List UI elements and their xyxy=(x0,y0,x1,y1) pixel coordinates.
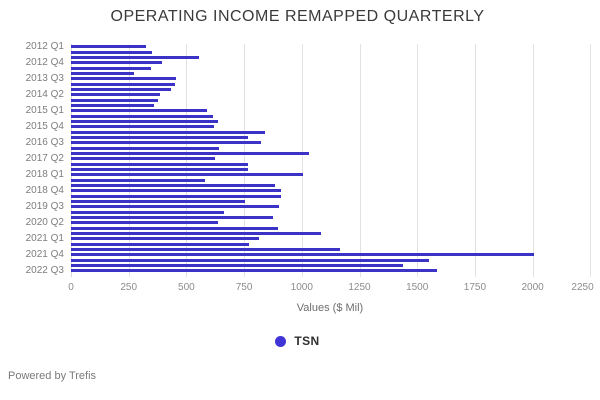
bar-2012-q2 xyxy=(71,50,152,54)
bar-2015-q4 xyxy=(71,125,215,129)
legend-item-tsn[interactable]: TSN xyxy=(0,334,595,348)
x-tick-label: 500 xyxy=(178,282,195,293)
bar-2022-q1 xyxy=(71,258,429,262)
x-gridline xyxy=(590,44,592,277)
y-tick-label: 2016 Q3 xyxy=(25,136,64,148)
x-tick-label: 0 xyxy=(68,282,74,293)
bar-2012-q4 xyxy=(71,61,163,65)
bar-2017-q3 xyxy=(71,162,248,166)
bar-2018-q3 xyxy=(71,184,276,188)
bar-2019-q1 xyxy=(71,194,282,198)
powered-by-trefis: Powered by Trefis xyxy=(8,370,97,382)
x-gridline xyxy=(417,44,419,277)
y-tick-label: 2012 Q1 xyxy=(25,40,64,52)
y-tick-label: 2015 Q1 xyxy=(25,104,64,116)
x-gridline xyxy=(244,44,246,277)
x-tick-label: 750 xyxy=(235,282,253,293)
x-tick-label: 1000 xyxy=(290,282,313,293)
bar-2020-q2 xyxy=(71,221,218,225)
x-gridline xyxy=(532,44,534,277)
bar-2020-q4 xyxy=(71,232,322,236)
bar-2019-q4 xyxy=(71,210,225,214)
y-tick-label: 2022 Q3 xyxy=(25,264,64,276)
x-gridline xyxy=(128,44,130,277)
y-tick-label: 2012 Q4 xyxy=(25,56,64,68)
bar-2016-q1 xyxy=(71,130,265,134)
bar-2021-q1 xyxy=(71,237,260,241)
bar-2013-q3 xyxy=(71,77,176,81)
chart-title: OPERATING INCOME REMAPPED QUARTERLY xyxy=(110,8,485,25)
y-tick-label: 2019 Q3 xyxy=(25,200,64,212)
x-tick-label: 2250 xyxy=(571,282,594,293)
bar-2017-q4 xyxy=(71,168,248,172)
legend-dot-icon xyxy=(275,335,287,347)
y-tick-label: 2015 Q4 xyxy=(25,120,64,132)
x-tick-label: 2000 xyxy=(521,282,544,293)
bar-2019-q3 xyxy=(71,205,279,209)
x-tick-label: 1500 xyxy=(406,282,429,293)
x-gridline xyxy=(71,44,72,277)
bar-2019-q2 xyxy=(71,200,246,204)
bar-2021-q3 xyxy=(71,248,340,252)
y-tick-label: 2020 Q2 xyxy=(25,216,64,228)
bar-2013-q2 xyxy=(71,72,135,76)
x-gridline xyxy=(474,44,476,277)
x-axis-title: Values ($ Mil) xyxy=(296,302,364,314)
x-gridline xyxy=(359,44,361,277)
bar-2014-q1 xyxy=(71,88,172,92)
bar-2012-q1 xyxy=(71,45,146,49)
bar-2016-q3 xyxy=(71,141,262,145)
x-tick-label: 1250 xyxy=(348,282,371,293)
x-tick-label: 250 xyxy=(120,282,138,293)
bar-2015-q3 xyxy=(71,120,218,124)
bar-2017-q1 xyxy=(71,152,309,156)
y-tick-label: 2014 Q2 xyxy=(25,88,64,100)
bar-2021-q2 xyxy=(71,242,249,246)
bar-2020-q1 xyxy=(71,216,273,220)
bar-2018-q4 xyxy=(71,189,282,193)
bar-2013-q4 xyxy=(71,82,175,86)
bar-2014-q3 xyxy=(71,98,158,102)
y-tick-label: 2021 Q1 xyxy=(25,232,64,244)
bar-2014-q2 xyxy=(71,93,160,97)
bar-2012-q3 xyxy=(71,56,200,60)
bar-2018-q2 xyxy=(71,178,205,182)
y-tick-label: 2021 Q4 xyxy=(25,248,64,260)
bar-2017-q2 xyxy=(71,157,216,161)
bar-2015-q1 xyxy=(71,109,208,113)
bar-2016-q2 xyxy=(71,136,248,140)
legend-label: TSN xyxy=(294,334,320,348)
bar-2021-q4 xyxy=(71,253,534,257)
y-tick-label: 2018 Q1 xyxy=(25,168,64,180)
y-tick-label: 2018 Q4 xyxy=(25,184,64,196)
x-gridline xyxy=(301,44,303,277)
bar-2016-q4 xyxy=(71,146,219,150)
bar-2022-q3 xyxy=(71,269,437,273)
y-tick-label: 2013 Q3 xyxy=(25,72,64,84)
bar-2018-q1 xyxy=(71,173,303,177)
bar-2014-q4 xyxy=(71,104,155,108)
bar-2013-q1 xyxy=(71,66,151,70)
x-tick-label: 1750 xyxy=(463,282,487,293)
bar-2015-q2 xyxy=(71,114,213,118)
bar-2020-q3 xyxy=(71,226,278,230)
bar-2022-q2 xyxy=(71,264,404,268)
y-tick-label: 2017 Q2 xyxy=(25,152,64,164)
x-gridline xyxy=(186,44,188,277)
